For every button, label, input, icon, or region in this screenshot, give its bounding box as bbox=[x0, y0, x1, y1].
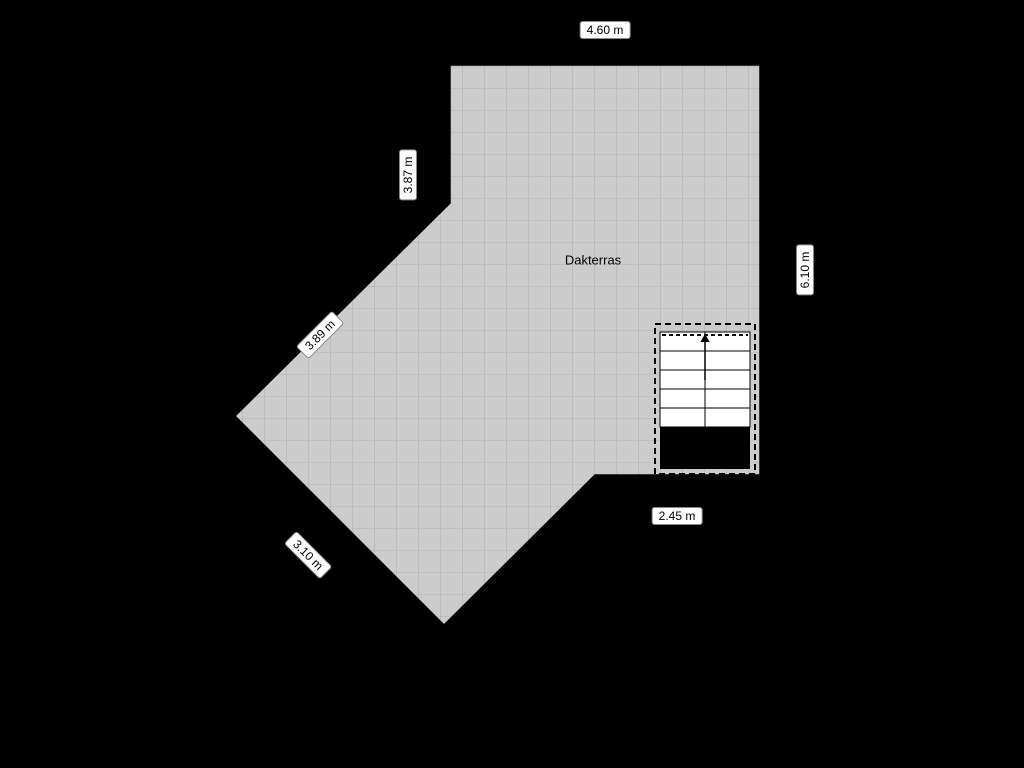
dimension-label: 2.45 m bbox=[652, 507, 703, 525]
stair-icon bbox=[655, 324, 755, 474]
dimension-label: 3.87 m bbox=[399, 150, 417, 201]
floorplan-canvas bbox=[0, 0, 1024, 768]
room-label: Dakterras bbox=[565, 253, 621, 268]
dimension-label: 4.60 m bbox=[580, 21, 631, 39]
dimension-label: 6.10 m bbox=[796, 245, 814, 296]
